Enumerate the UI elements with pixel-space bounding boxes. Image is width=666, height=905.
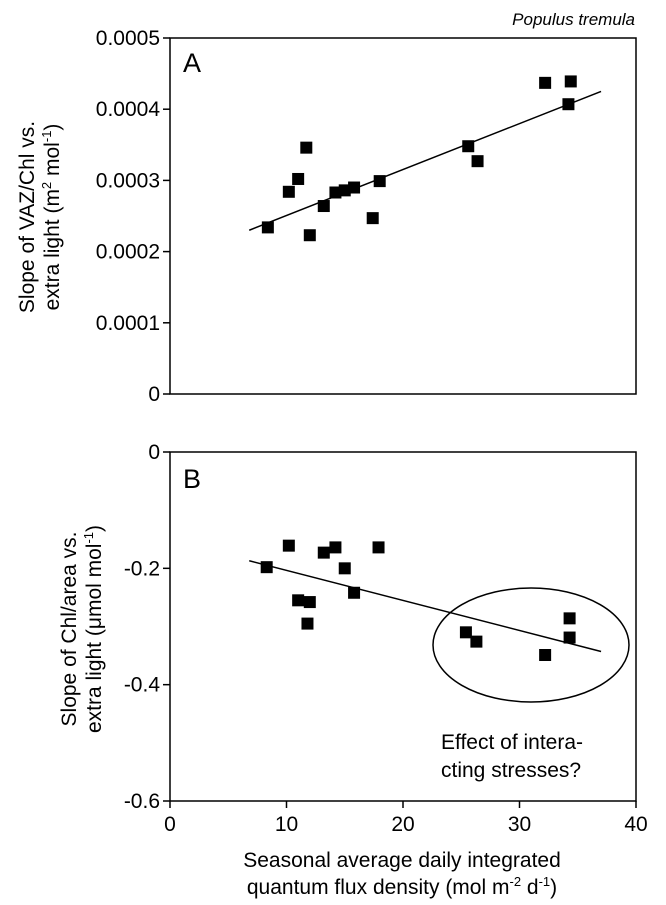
data-point (260, 561, 273, 574)
panel-a-ylabel-line2: extra light (m2 mol-1) (39, 124, 64, 311)
x-axis-title-line2: quantum flux density (mol m-2 d-1) (247, 874, 557, 899)
panel-b-points (260, 539, 576, 662)
data-point (301, 617, 314, 630)
data-point (539, 649, 552, 662)
data-point (282, 539, 295, 552)
x-axis-title-line1: Seasonal average daily integrated (243, 849, 561, 872)
panel-b-y-axis-title: Slope of Chl/area vs. extra light (μmol … (58, 525, 106, 733)
panel-a-points (261, 75, 577, 242)
data-point (564, 75, 577, 88)
data-point (292, 172, 305, 185)
x-tick-label: 30 (508, 813, 531, 836)
data-point (539, 76, 552, 89)
panel-a-frame (169, 37, 637, 395)
panel-b-trendline (249, 560, 602, 653)
panel-b-letter: B (183, 464, 201, 494)
panel-a-y-axis-title: Slope of VAZ/Chl vs. extra light (m2 mol… (16, 121, 64, 313)
data-point (563, 612, 576, 625)
y-tick-label: 0 (148, 441, 160, 464)
data-point (372, 541, 385, 554)
annotation-line2: cting stresses? (441, 759, 581, 782)
data-point (338, 562, 351, 575)
interaction-ellipse (432, 587, 630, 703)
y-tick-label: -0.4 (124, 674, 161, 697)
data-point (563, 631, 576, 644)
data-point (303, 596, 316, 609)
data-point (459, 626, 472, 639)
y-tick-label: -0.6 (124, 790, 160, 813)
panel-b-ylabel-line2: extra light (μmol mol-1) (81, 525, 106, 733)
x-tick-label: 10 (275, 813, 298, 836)
data-point (317, 200, 330, 213)
panel-b-y-ticks: 0 -0.2 -0.4 -0.6 (124, 441, 170, 813)
x-tick-label: 20 (391, 813, 414, 836)
data-point (282, 185, 295, 198)
panel-b-x-ticks: 0 10 20 30 40 (164, 801, 648, 836)
data-point (303, 229, 316, 242)
data-point (348, 586, 361, 599)
data-point (292, 594, 305, 607)
data-point (470, 635, 483, 648)
data-point (471, 155, 484, 168)
annotation-line1: Effect of intera- (441, 731, 583, 754)
x-tick-label: 0 (164, 813, 176, 836)
y-tick-label: 0.0001 (96, 312, 160, 335)
panel-a-trendline (248, 90, 602, 231)
y-tick-label: 0.0002 (96, 241, 160, 264)
y-tick-label: 0 (148, 383, 160, 406)
y-tick-label: 0.0004 (96, 98, 161, 121)
panel-a-y-ticks: 0 0.0001 0.0002 0.0003 0.0004 0.0005 (96, 27, 170, 406)
y-tick-label: 0.0003 (96, 169, 160, 192)
y-tick-label: 0.0005 (96, 27, 160, 50)
species-label: Populus tremula (512, 10, 635, 29)
data-point (366, 212, 379, 225)
data-point (329, 541, 342, 554)
x-tick-label: 40 (624, 813, 647, 836)
y-tick-label: -0.2 (124, 557, 160, 580)
panel-a-letter: A (183, 48, 201, 78)
data-point (317, 546, 330, 559)
data-point (300, 141, 313, 154)
panel-b-ylabel-line1: Slope of Chl/area vs. (58, 532, 81, 727)
panel-a-ylabel-line1: Slope of VAZ/Chl vs. (16, 121, 39, 313)
